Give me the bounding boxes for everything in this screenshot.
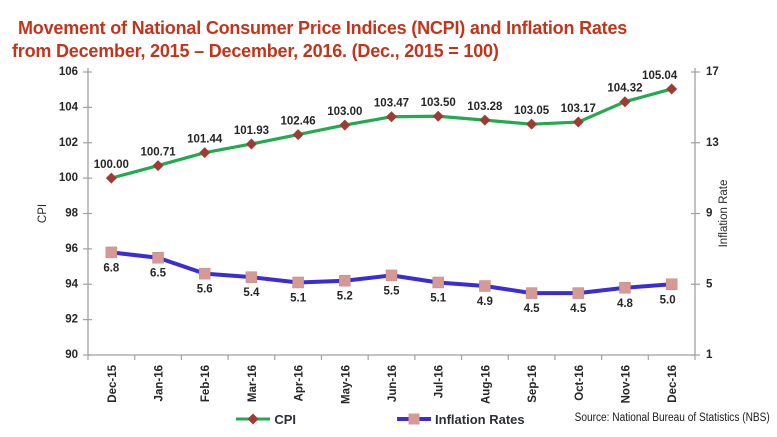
cpi-data-label: 103.05 xyxy=(514,105,550,117)
legend-item-inflation: Inflation Rates xyxy=(396,412,525,427)
inflation-marker xyxy=(665,278,678,290)
inflation-marker xyxy=(385,269,398,282)
x-category-label: Aug-16 xyxy=(480,365,492,404)
right-axis-title: Inflation Rate xyxy=(718,180,730,248)
inflation-marker xyxy=(105,246,118,259)
cpi-data-label: 103.17 xyxy=(561,103,596,115)
inflation-data-label: 5.1 xyxy=(430,292,447,304)
x-category-label: Dec-16 xyxy=(667,365,679,403)
left-axis-tick-label: 96 xyxy=(65,243,78,255)
x-category-label: Jul-16 xyxy=(434,365,446,398)
inflation-marker xyxy=(198,267,211,280)
inflation-data-label: 4.9 xyxy=(477,296,493,308)
cpi-marker xyxy=(572,116,584,128)
x-category-label: Mar-16 xyxy=(247,365,259,402)
source-note: Source: National Bureau of Statistics (N… xyxy=(574,412,770,424)
x-category-label: Apr-16 xyxy=(294,365,306,401)
right-axis-tick-label: 5 xyxy=(706,278,713,290)
cpi-data-label: 103.28 xyxy=(467,101,503,113)
cpi-marker xyxy=(619,96,631,108)
inflation-legend-swatch xyxy=(397,413,432,425)
diamond-marker-icon xyxy=(247,413,259,425)
inflation-marker xyxy=(152,251,164,264)
right-axis-tick-label: 1 xyxy=(706,349,713,361)
chart-title: Movement of National Consumer Price Indi… xyxy=(12,17,772,63)
right-axis-tick-label: 9 xyxy=(706,208,712,220)
left-axis-tick-label: 106 xyxy=(59,66,78,78)
chart-title-line1: Movement of National Consumer Price Indi… xyxy=(18,18,628,39)
cpi-marker xyxy=(339,119,351,131)
right-axis-tick-label: 13 xyxy=(706,137,719,149)
x-category-label: Jun-16 xyxy=(387,365,399,402)
x-category-label: May-16 xyxy=(340,365,352,404)
x-category-label: Nov-16 xyxy=(620,365,632,403)
chart-title-line2: from December, 2015 – December, 2016. (D… xyxy=(12,41,499,62)
cpi-data-label: 103.00 xyxy=(327,106,362,118)
cpi-marker xyxy=(199,147,211,159)
inflation-data-label: 5.4 xyxy=(243,287,260,299)
inflation-data-label: 6.8 xyxy=(103,262,120,274)
inflation-marker xyxy=(339,274,351,287)
left-axis-tick-label: 102 xyxy=(59,137,78,149)
inflation-marker xyxy=(292,276,304,289)
left-axis-tick-label: 98 xyxy=(65,208,78,220)
inflation-data-label: 5.6 xyxy=(197,284,213,296)
cpi-marker xyxy=(105,172,117,184)
x-category-label: Jan-16 xyxy=(154,365,166,401)
inflation-data-label: 5.0 xyxy=(660,294,676,306)
cpi-marker xyxy=(526,118,538,130)
cpi-data-label: 104.32 xyxy=(607,83,642,95)
left-axis-tick-label: 90 xyxy=(65,349,78,361)
inflation-data-label: 4.5 xyxy=(524,303,541,315)
cpi-legend-swatch xyxy=(236,413,271,425)
cpi-data-label: 100.00 xyxy=(94,159,129,171)
cpi-marker xyxy=(666,83,678,95)
inflation-data-label: 5.1 xyxy=(290,292,307,304)
left-axis-tick-label: 104 xyxy=(59,101,79,113)
cpi-data-label: 101.93 xyxy=(234,125,269,137)
inflation-data-label: 4.5 xyxy=(570,303,587,315)
x-category-label: Oct-16 xyxy=(574,365,586,401)
cpi-data-label: 102.46 xyxy=(281,116,316,128)
legend-label-inflation: Inflation Rates xyxy=(435,411,525,427)
square-marker-icon xyxy=(408,413,420,425)
cpi-data-label: 105.04 xyxy=(642,70,678,82)
inflation-marker xyxy=(619,282,631,294)
right-axis-tick-label: 17 xyxy=(706,66,719,78)
left-axis-title: CPI xyxy=(37,204,49,223)
cpi-data-label: 103.47 xyxy=(374,98,409,110)
cpi-marker xyxy=(152,160,164,172)
inflation-data-label: 4.8 xyxy=(617,298,634,310)
legend-label-cpi: CPI xyxy=(274,411,297,427)
inflation-marker xyxy=(525,287,538,299)
inflation-marker xyxy=(245,271,258,283)
x-category-label: Sep-16 xyxy=(527,365,539,403)
cpi-marker xyxy=(245,138,257,150)
left-axis-tick-label: 94 xyxy=(65,278,78,290)
inflation-data-label: 6.5 xyxy=(150,268,167,280)
cpi-data-label: 100.71 xyxy=(140,147,176,159)
left-axis-tick-label: 92 xyxy=(65,314,78,326)
inflation-data-label: 5.5 xyxy=(384,285,401,297)
left-axis-tick-label: 100 xyxy=(59,172,78,184)
inflation-marker xyxy=(479,280,491,292)
cpi-data-label: 103.50 xyxy=(421,97,456,109)
cpi-marker xyxy=(432,110,444,122)
cpi-marker xyxy=(479,114,491,126)
x-category-label: Dec-15 xyxy=(107,364,119,402)
cpi-marker xyxy=(292,129,304,141)
inflation-marker xyxy=(432,276,444,289)
cpi-data-label: 101.44 xyxy=(187,134,223,146)
inflation-marker xyxy=(572,287,585,299)
cpi-marker xyxy=(386,111,397,123)
chart-legend: CPI Inflation Rates xyxy=(0,409,760,429)
legend-item-cpi: CPI xyxy=(235,412,296,427)
inflation-data-label: 5.2 xyxy=(337,291,353,303)
x-category-label: Feb-16 xyxy=(200,365,212,402)
